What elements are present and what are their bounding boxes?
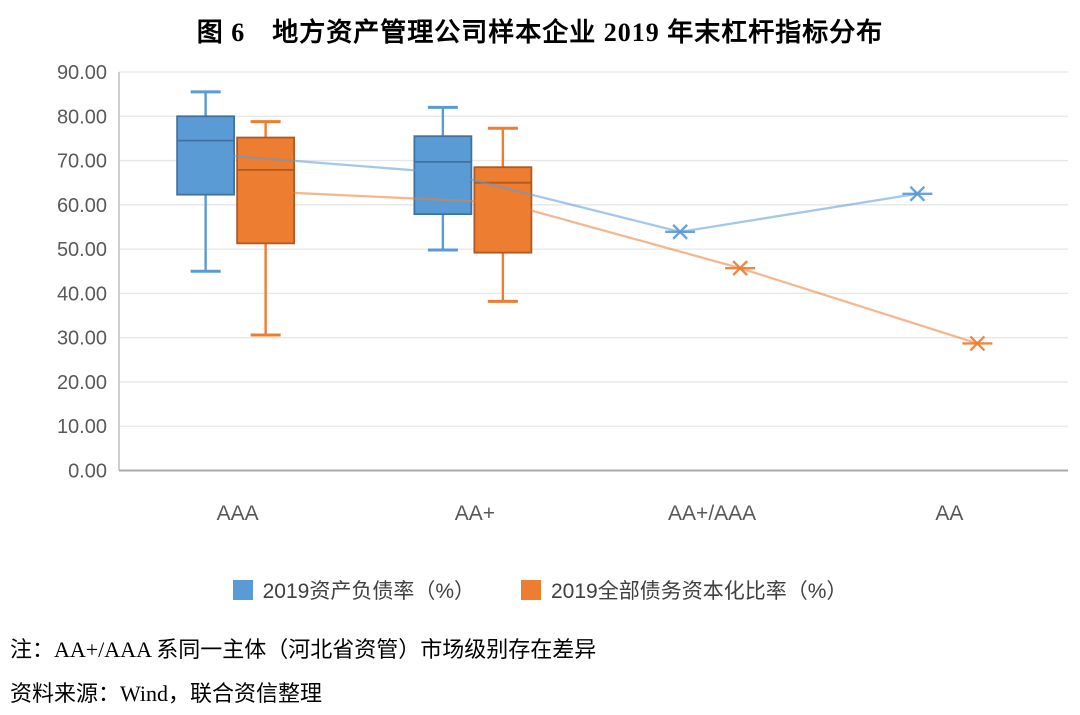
y-tick-label: 60.00: [57, 195, 107, 217]
mean-x-marker: [962, 335, 993, 352]
boxplot-chart: 0.00 10.00 20.00 30.00 40.00 50.00 60.00 70.00 8…: [57, 62, 1068, 525]
mean-markers-series-0: [190, 146, 933, 240]
y-tick-label: 90.00: [57, 62, 107, 84]
y-tick-label: 70.00: [57, 151, 107, 173]
gridlines: [119, 71, 1068, 427]
mean-line-series-0: [205, 152, 918, 234]
y-axis-tick-labels: 0.00 10.00 20.00 30.00 40.00 50.00 60.00 70.00 8…: [57, 62, 107, 483]
x-category-label: AA+/AAA: [668, 502, 756, 525]
mean-x-marker: [487, 194, 518, 211]
legend-item-capitalization-ratio: 2019全部债务资本化比率（%）: [521, 575, 847, 605]
y-tick-label: 40.00: [57, 283, 107, 305]
legend-swatch-blue-icon: [232, 580, 253, 600]
box-series-0: [176, 90, 473, 273]
mean-x-marker: [427, 164, 458, 181]
mean-markers-series-1: [250, 183, 993, 352]
legend-swatch-orange-icon: [521, 580, 541, 600]
box-series-1: [236, 120, 533, 337]
box-AAA-s1: [236, 120, 296, 337]
y-tick-label: 50.00: [57, 239, 107, 261]
x-axis-category-labels: AAA AA+ AA+/AAA AA: [217, 502, 964, 525]
mean-x-marker: [665, 223, 696, 240]
chart-note: 注：AA+/AAA 系同一主体（河北省资管）市场级别存在差异: [10, 637, 597, 662]
y-tick-label: 10.00: [57, 416, 107, 438]
legend-label-capitalization-ratio: 2019全部债务资本化比率（%）: [551, 580, 848, 603]
mean-x-marker: [190, 146, 221, 162]
y-tick-label: 20.00: [57, 372, 107, 394]
legend-item-debt-ratio: 2019资产负债率（%）: [232, 575, 475, 605]
mean-line-series-1: [265, 190, 978, 345]
box-AA+-s0: [413, 105, 473, 252]
y-tick-label: 30.00: [57, 328, 107, 350]
box-AA+-s1: [473, 126, 533, 303]
chart-title: 图 6 地方资产管理公司样本企业 2019 年末杠杆指标分布: [196, 18, 884, 47]
chart-legend: 2019资产负债率（%） 2019全部债务资本化比率（%）: [0, 575, 1080, 605]
x-category-label: AA+: [455, 502, 495, 525]
legend-label-debt-ratio: 2019资产负债率（%）: [262, 580, 475, 603]
y-tick-label: 0.00: [68, 461, 107, 483]
y-tick-label: 80.00: [57, 106, 107, 128]
mean-x-marker: [250, 183, 281, 200]
mean-x-marker: [725, 260, 756, 276]
box-AAA-s0: [176, 90, 236, 273]
chart-source: 资料来源：Wind，联合资信整理: [10, 681, 322, 706]
x-category-label: AAA: [217, 502, 259, 525]
x-category-label: AA: [935, 502, 963, 525]
mean-x-marker: [902, 185, 933, 202]
